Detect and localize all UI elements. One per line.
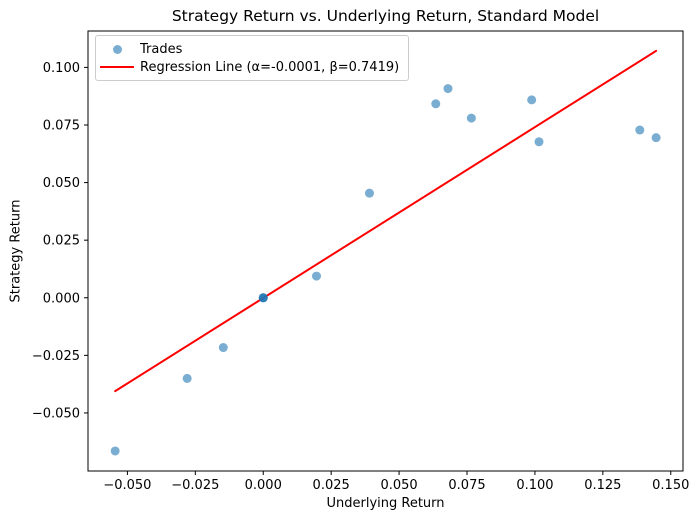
x-tick-label: 0.050 (380, 478, 417, 493)
scatter-point (364, 188, 374, 198)
y-tick-label: 0.025 (43, 234, 80, 249)
y-tick-label: 0.100 (43, 61, 80, 76)
y-axis-label: Strategy Return (8, 199, 24, 303)
scatter-point (218, 343, 228, 353)
scatter-point (466, 113, 476, 123)
scatter-point (311, 271, 321, 281)
scatter-point (110, 446, 120, 456)
x-tick-label: 0.125 (584, 478, 621, 493)
scatter-point (527, 95, 537, 105)
x-tick-label: 0.100 (516, 478, 553, 493)
x-tick-label: −0.050 (103, 478, 151, 493)
x-tick-label: 0.150 (652, 478, 689, 493)
legend-marker-col (100, 66, 134, 68)
scatter-point (534, 137, 544, 147)
legend-label-regression: Regression Line (α=-0.0001, β=0.7419) (140, 59, 400, 75)
line-marker-icon (100, 66, 134, 68)
legend-item-trades: Trades (100, 41, 399, 57)
regression-line (114, 49, 658, 393)
x-tick-label: 0.075 (448, 478, 485, 493)
scatter-point (182, 373, 192, 383)
x-tick-label: −0.025 (171, 478, 219, 493)
legend-label-trades: Trades (140, 41, 183, 57)
y-tick-label: 0.000 (43, 291, 80, 306)
legend-item-regression: Regression Line (α=-0.0001, β=0.7419) (100, 59, 399, 75)
y-tick-label: −0.025 (32, 349, 80, 364)
scatter-point (443, 84, 453, 94)
x-axis-label: Underlying Return (326, 496, 445, 511)
scatter-marker-icon (112, 44, 122, 54)
scatter-point (258, 293, 268, 303)
scatter-point (635, 125, 645, 135)
x-tick-label: 0.000 (245, 478, 282, 493)
y-tick-label: −0.050 (32, 406, 80, 421)
axes-frame (87, 30, 684, 472)
legend-marker-col (100, 44, 134, 54)
legend: Trades Regression Line (α=-0.0001, β=0.7… (95, 35, 410, 81)
chart-title: Strategy Return vs. Underlying Return, S… (171, 7, 600, 25)
scatter-point (431, 99, 441, 109)
y-tick-label: 0.050 (43, 176, 80, 191)
scatter-point (651, 133, 661, 143)
x-tick-label: 0.025 (313, 478, 350, 493)
y-tick-label: 0.075 (43, 118, 80, 133)
